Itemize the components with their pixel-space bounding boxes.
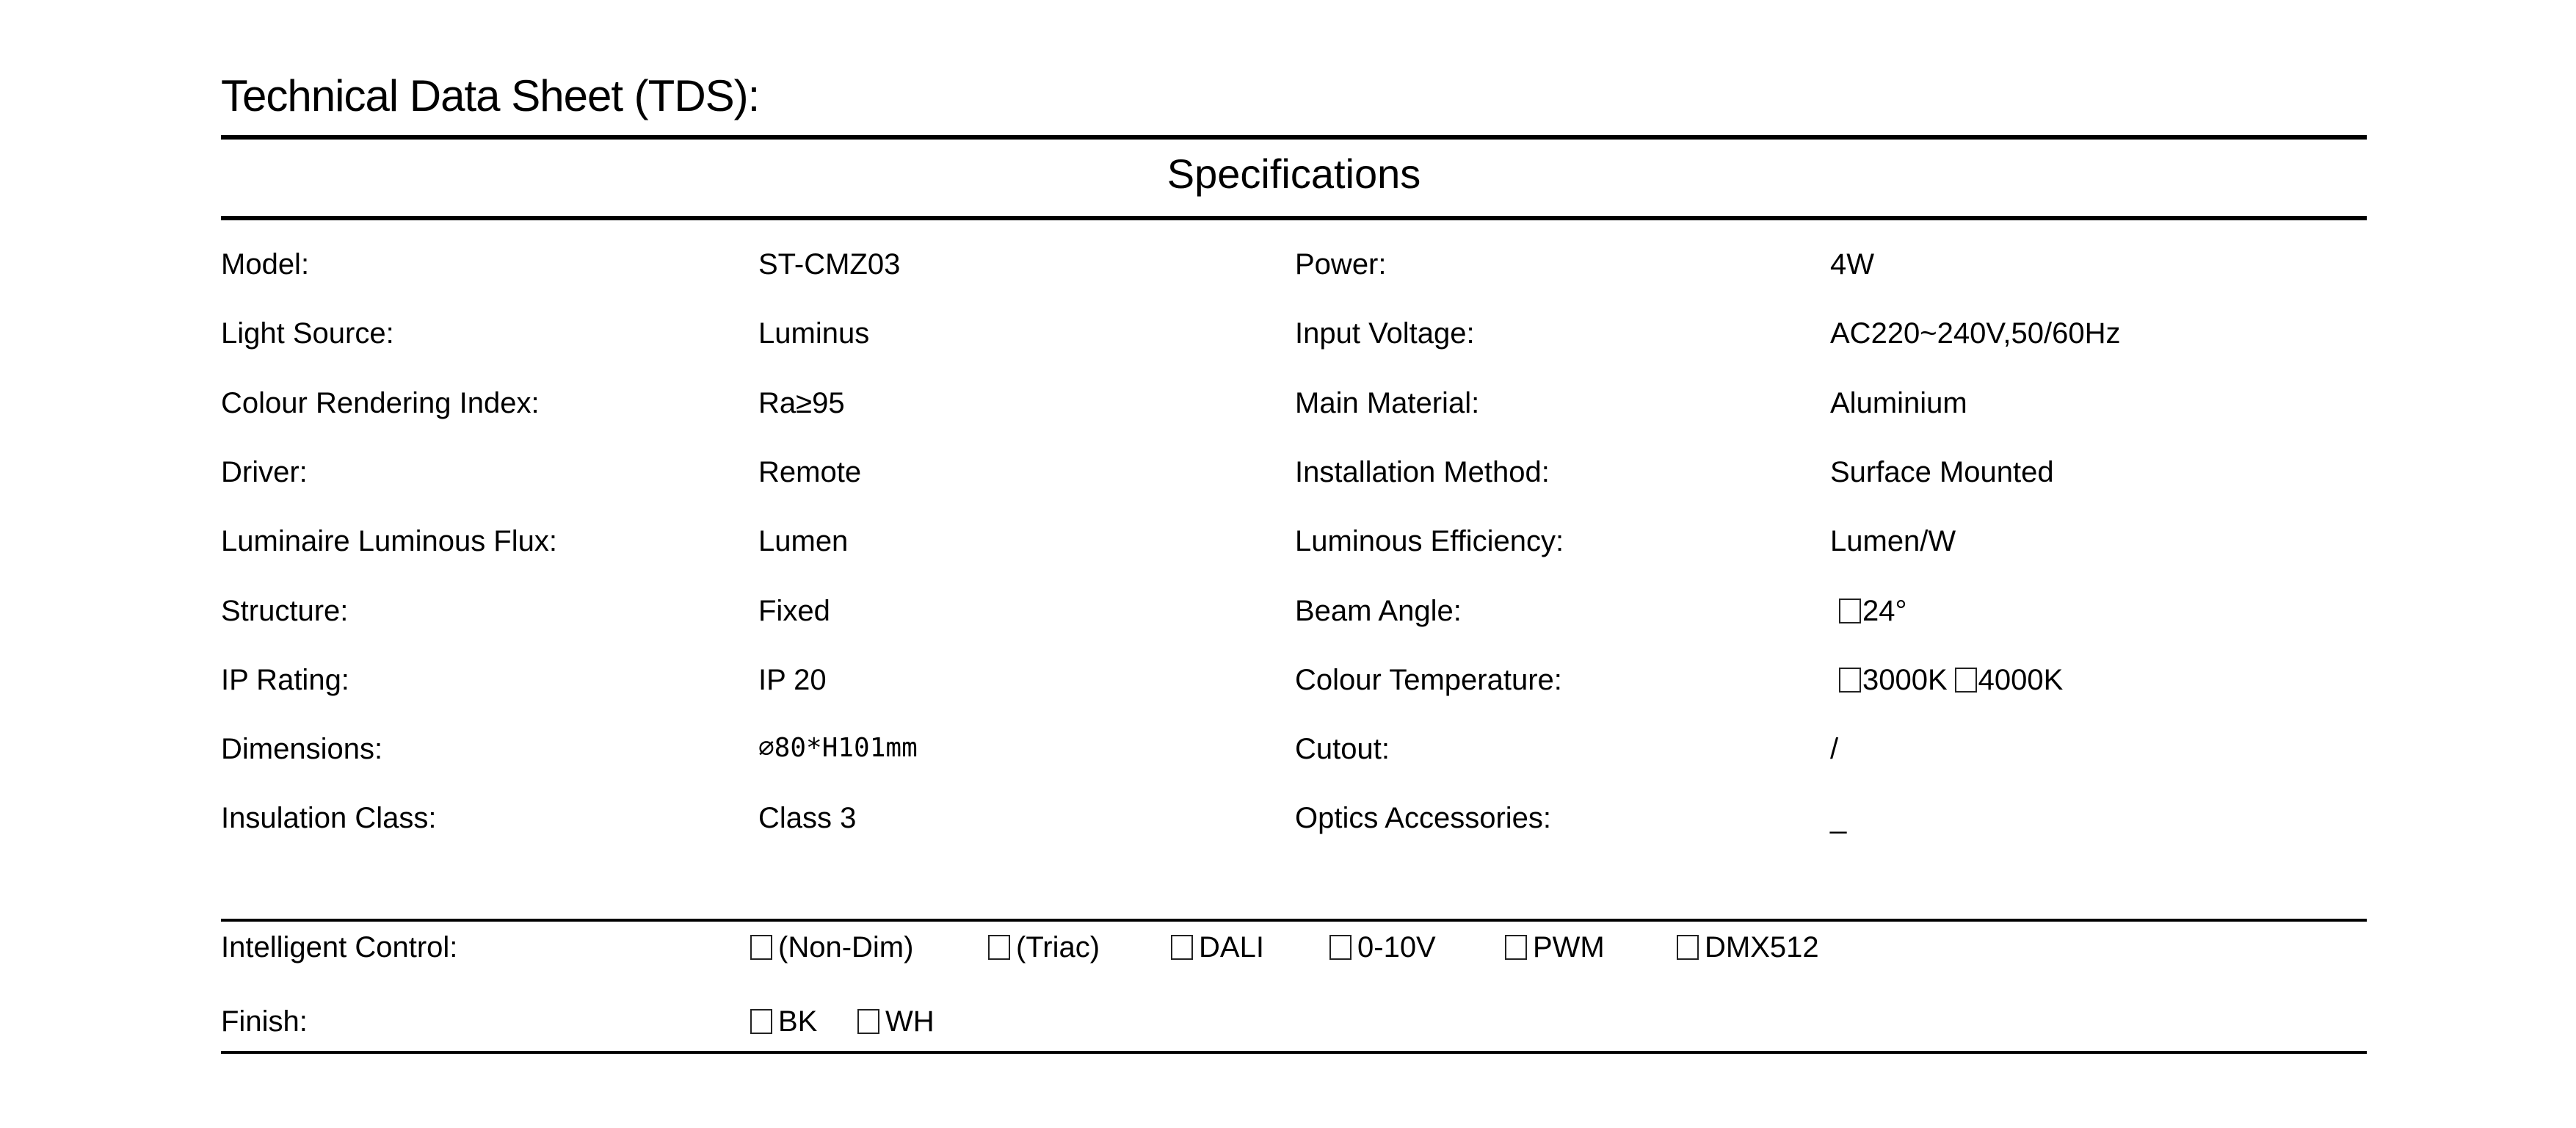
- checkbox-icon[interactable]: [1505, 935, 1527, 960]
- spec-label: Model:: [221, 248, 310, 281]
- checkbox-icon[interactable]: [1839, 667, 1861, 693]
- spec-label: Luminaire Luminous Flux:: [221, 525, 557, 558]
- option-label: DMX512: [1705, 931, 1819, 964]
- spec-value: Class 3: [758, 802, 857, 835]
- divider: [221, 1051, 2367, 1054]
- value-text: AC220~240V,50/60Hz: [1830, 317, 2121, 350]
- spec-label: Luminous Efficiency:: [1295, 525, 1564, 558]
- spec-label: Power:: [1295, 248, 1387, 281]
- spec-label: Beam Angle:: [1295, 594, 1462, 627]
- value-text: _: [1830, 802, 1847, 835]
- spec-value: Aluminium: [1830, 387, 1967, 420]
- spec-value: IP 20: [758, 663, 827, 696]
- option-label: DALI: [1199, 931, 1264, 964]
- spec-value: AC220~240V,50/60Hz: [1830, 317, 2121, 350]
- value-text: /: [1830, 733, 1839, 766]
- spec-value: /: [1830, 733, 1838, 766]
- spec-label: Driver:: [221, 455, 308, 488]
- checkbox-icon[interactable]: [1954, 667, 1977, 693]
- option-checkbox[interactable]: BK: [750, 1005, 817, 1038]
- spec-value: Luminus: [758, 317, 870, 350]
- spec-value: 24°: [1839, 595, 1907, 628]
- spec-value: Lumen/W: [1830, 525, 1956, 558]
- option-label: PWM: [1533, 931, 1605, 964]
- value-text: 24°: [1862, 594, 1907, 627]
- option-label: (Triac): [1016, 931, 1100, 964]
- spec-label: Colour Rendering Index:: [221, 386, 540, 419]
- value-text: 4W: [1830, 248, 1874, 281]
- option-label: (Non-Dim): [778, 931, 914, 964]
- option-checkbox[interactable]: 4000K: [1954, 663, 2064, 696]
- section-heading: Specifications: [1167, 151, 1421, 197]
- spec-label: Insulation Class:: [221, 802, 437, 835]
- option-checkbox[interactable]: (Non-Dim): [750, 931, 913, 964]
- spec-label: Light Source:: [221, 317, 394, 350]
- spec-label: Input Voltage:: [1295, 317, 1475, 350]
- checkbox-icon[interactable]: [1677, 935, 1699, 960]
- spec-label: Colour Temperature:: [1295, 663, 1562, 696]
- spec-value: Remote: [758, 455, 862, 488]
- checkbox-icon[interactable]: [857, 1009, 879, 1034]
- option-checkbox[interactable]: DALI: [1171, 931, 1264, 964]
- option-checkbox[interactable]: 0-10V: [1329, 931, 1436, 964]
- spec-label: Optics Accessories:: [1295, 802, 1552, 835]
- divider: [221, 216, 2367, 220]
- checkbox-icon[interactable]: [988, 935, 1010, 960]
- checkbox-icon[interactable]: [750, 1009, 772, 1034]
- document-title: Technical Data Sheet (TDS):: [221, 71, 760, 120]
- spec-value: Surface Mounted: [1830, 456, 2054, 489]
- option-label: 0-10V: [1357, 931, 1436, 964]
- option-checkbox[interactable]: 3000K: [1839, 664, 1948, 696]
- spec-value: Ra≥95: [758, 386, 845, 419]
- spec-label: Main Material:: [1295, 386, 1480, 419]
- spec-value: _: [1830, 802, 1846, 835]
- option-checkbox[interactable]: WH: [857, 1005, 935, 1038]
- spec-label: IP Rating:: [221, 663, 349, 696]
- spec-value: 3000K 4000K: [1839, 664, 2070, 697]
- spec-value: Fixed: [758, 594, 830, 627]
- spec-label: Installation Method:: [1295, 455, 1550, 488]
- intelligent-control-label: Intelligent Control:: [221, 931, 458, 964]
- spec-label: Cutout:: [1295, 733, 1390, 766]
- option-label: 4000K: [1978, 663, 2064, 696]
- option-label: BK: [778, 1005, 818, 1038]
- option-checkbox[interactable]: PWM: [1505, 931, 1605, 964]
- value-text: Surface Mounted: [1830, 455, 2054, 488]
- checkbox-icon[interactable]: [1329, 935, 1352, 960]
- spec-value: ∅80*H101mm: [758, 733, 918, 764]
- spec-value: 4W: [1830, 248, 1874, 281]
- checkbox-icon[interactable]: [1171, 935, 1193, 960]
- option-label: WH: [885, 1005, 935, 1038]
- option-checkbox[interactable]: (Triac): [988, 931, 1100, 964]
- checkbox-icon[interactable]: [1839, 598, 1861, 623]
- value-text: Lumen/W: [1830, 525, 1956, 558]
- spec-label: Dimensions:: [221, 733, 383, 766]
- divider: [221, 135, 2367, 140]
- spec-label: Structure:: [221, 594, 349, 627]
- spec-value: Lumen: [758, 525, 849, 558]
- value-text: Aluminium: [1830, 386, 1967, 419]
- finish-label: Finish:: [221, 1005, 308, 1038]
- option-label: 3000K: [1862, 663, 1948, 696]
- checkbox-icon[interactable]: [750, 935, 772, 960]
- divider: [221, 919, 2367, 922]
- option-checkbox[interactable]: DMX512: [1677, 931, 1819, 964]
- spec-value: ST-CMZ03: [758, 248, 901, 281]
